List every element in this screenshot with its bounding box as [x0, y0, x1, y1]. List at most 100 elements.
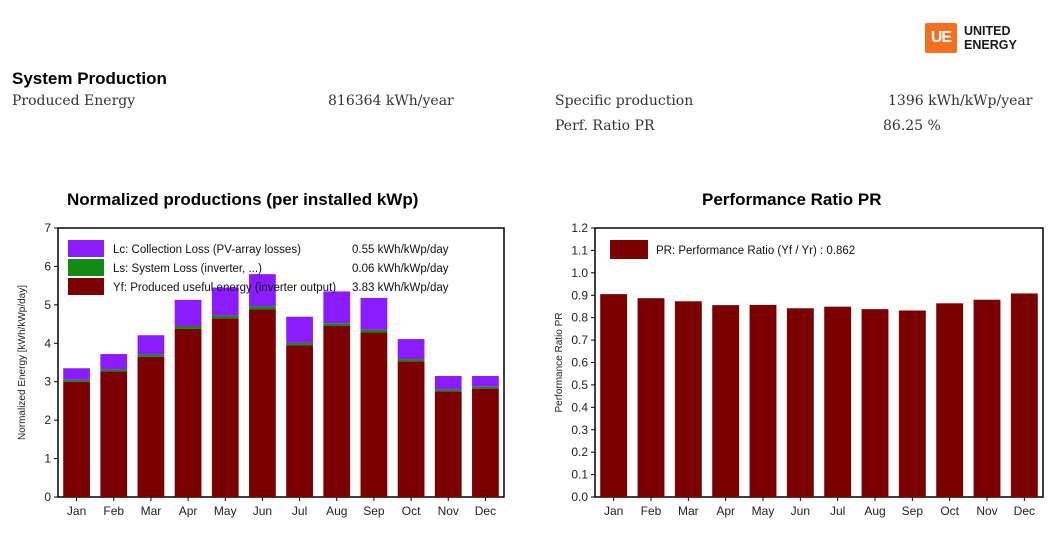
bar-jul: [286, 345, 313, 497]
x-tick-label: Jul: [292, 504, 307, 518]
y-tick-label: 4: [44, 336, 51, 350]
x-tick-label: Aug: [326, 504, 347, 518]
bar-apr: [712, 305, 740, 497]
bar-oct: [397, 359, 425, 362]
x-tick-label: Apr: [179, 504, 198, 518]
bar-may: [211, 315, 239, 319]
y-tick-label: 6: [44, 259, 51, 273]
bar-apr: [174, 328, 202, 497]
y-tick-label: 0.8: [571, 311, 588, 325]
bar-may: [211, 318, 239, 497]
bar-mar: [674, 301, 702, 497]
x-tick-label: Feb: [641, 504, 662, 518]
bar-jul: [824, 306, 852, 497]
bar-dec: [472, 388, 499, 497]
perf-ratio-value: 86.25 %: [883, 118, 941, 134]
specific-production-label: Specific production: [555, 93, 694, 109]
legend-label: Yf: Produced useful energy (inverter out…: [113, 282, 336, 294]
bar-jun: [249, 309, 276, 497]
legend-label: PR: Performance Ratio (Yf / Yr) : 0.862: [656, 245, 855, 257]
performance-ratio-chart: 0.0 0.1 0.2 0.3 0.4 0.5 0.6 0.7 0.8 0.9 1.0 1.1 1.2 P…: [554, 221, 1044, 518]
legend-label: Ls: System Loss (inverter, ...): [113, 263, 262, 275]
y-axis-label: Performance Ratio PR: [554, 312, 565, 412]
x-tick-label: May: [214, 504, 237, 518]
y-tick-label: 7: [44, 221, 51, 235]
bar-may: [749, 304, 777, 497]
x-tick-label: Mar: [678, 504, 699, 518]
bar-may: [211, 287, 239, 316]
plot-frame: [57, 227, 505, 498]
bar-mar: [137, 354, 165, 357]
x-tick-label: Mar: [141, 504, 162, 518]
y-tick-label: 0.7: [571, 333, 588, 347]
bar-apr: [174, 325, 202, 329]
legend-swatch: [68, 240, 104, 257]
y-tick-label: 2: [44, 413, 51, 427]
legend-value: 0.06 kWh/kWp/day: [352, 263, 449, 275]
y-tick-label: 0: [44, 490, 51, 504]
y-tick-label: 0.1: [571, 468, 588, 482]
x-tick-label: Jan: [604, 504, 623, 518]
bar-dec: [1010, 293, 1038, 497]
y-tick-label: 0.9: [571, 288, 588, 302]
x-tick-label: Jun: [253, 504, 272, 518]
x-tick-label: Apr: [716, 504, 735, 518]
x-tick-label: Nov: [438, 504, 459, 518]
bar-oct: [936, 303, 964, 497]
y-tick-label: 1: [44, 452, 51, 466]
logo-line1: UNITED: [964, 24, 1011, 38]
bar-mar: [137, 356, 165, 497]
bar-oct: [397, 339, 425, 360]
y-tick-label: 0.5: [571, 378, 588, 392]
x-tick-label: May: [752, 504, 775, 518]
x-tick-label: Jun: [791, 504, 810, 518]
legend-label: Lc: Collection Loss (PV-array losses): [113, 244, 301, 256]
x-tick-label: Nov: [976, 504, 997, 518]
bar-sep: [360, 329, 388, 333]
logo-mark: UE: [925, 23, 957, 53]
x-tick-label: Oct: [940, 504, 959, 518]
x-tick-label: Dec: [475, 504, 496, 518]
bar-dec: [472, 375, 499, 387]
bar-apr: [174, 299, 202, 326]
bar-jan: [600, 294, 628, 497]
legend-swatch: [68, 278, 104, 295]
bar-oct: [397, 361, 425, 497]
x-tick-label: Feb: [103, 504, 124, 518]
bar-aug: [323, 323, 351, 326]
bar-nov: [434, 391, 462, 497]
y-tick-label: 0.6: [571, 356, 588, 370]
x-tick-label: Jan: [67, 504, 86, 518]
bar-jun: [249, 306, 276, 310]
bar-aug: [323, 291, 351, 324]
x-tick-label: Sep: [363, 504, 385, 518]
legend-swatch: [610, 240, 648, 259]
bar-feb: [100, 354, 128, 370]
bar-aug: [861, 309, 889, 497]
section-title: System Production: [12, 69, 167, 88]
bar-mar: [137, 335, 165, 355]
legend-value: 0.55 kWh/kWp/day: [352, 244, 449, 256]
x-tick-label: Aug: [864, 504, 885, 518]
x-tick-label: Jul: [830, 504, 845, 518]
y-tick-label: 3: [44, 375, 51, 389]
y-tick-label: 0.4: [571, 400, 588, 414]
bar-jun: [786, 308, 814, 497]
y-axis-label: Normalized Energy [kWh/kWp/day]: [17, 285, 28, 440]
bar-feb: [637, 298, 665, 497]
bar-sep: [360, 297, 388, 330]
chart1-title: Normalized productions (per installed kW…: [67, 190, 419, 209]
bar-jan: [63, 381, 90, 497]
bar-jul: [286, 316, 313, 343]
y-tick-label: 0.0: [571, 490, 588, 504]
bar-jan: [63, 368, 90, 380]
bar-sep: [360, 332, 388, 497]
bar-feb: [100, 369, 128, 372]
produced-energy-value: 816364 kWh/year: [328, 93, 454, 109]
bar-dec: [472, 386, 499, 389]
bar-nov: [434, 375, 462, 390]
y-tick-label: 0.2: [571, 445, 588, 459]
legend-swatch: [68, 259, 104, 276]
produced-energy-label: Produced Energy: [12, 93, 136, 109]
logo-text: UNITED ENERGY: [964, 24, 1017, 52]
